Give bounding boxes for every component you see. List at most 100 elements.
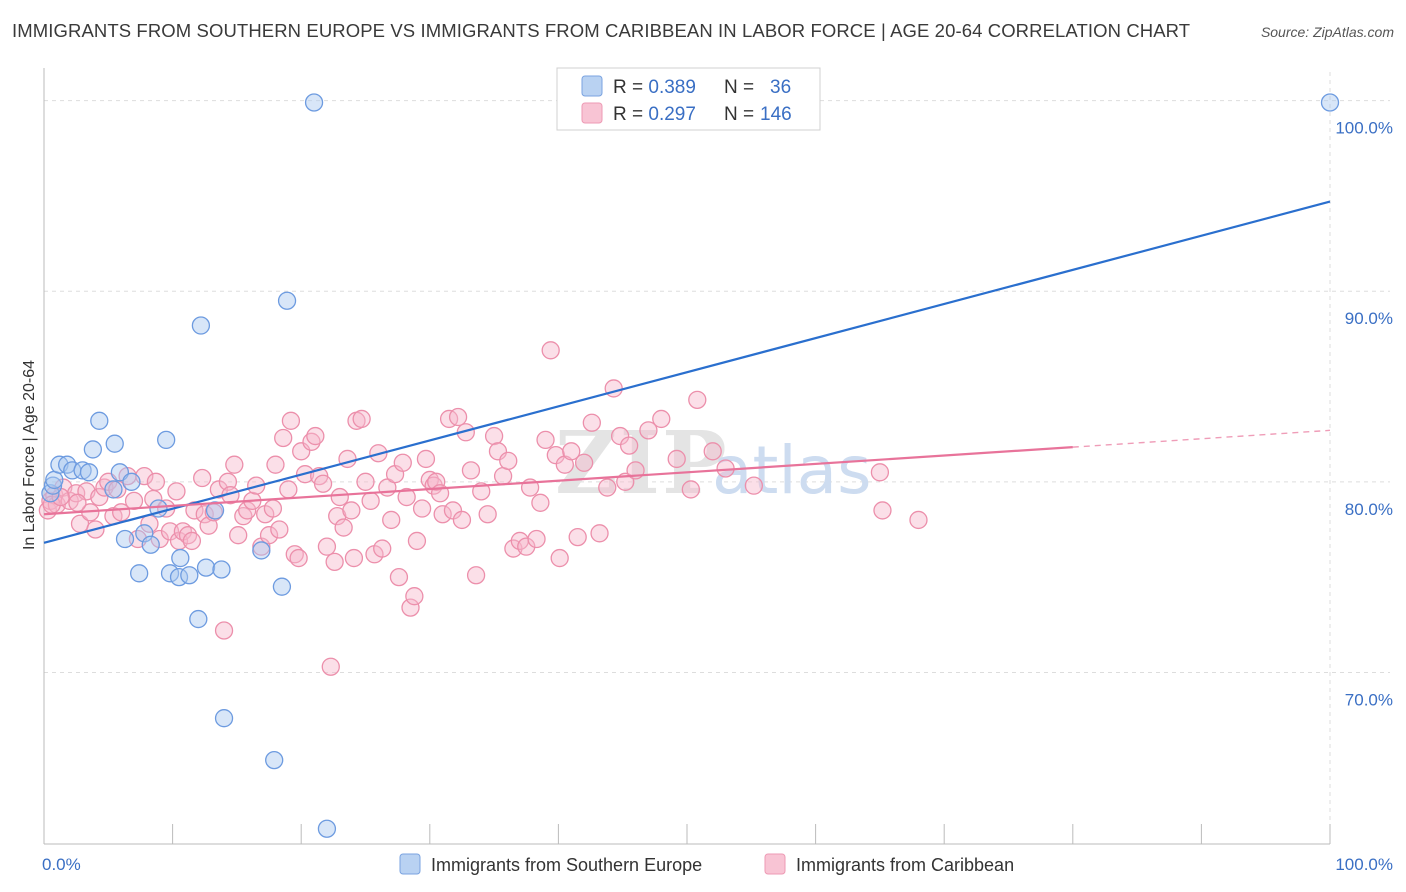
caribbean-point — [568, 527, 587, 547]
caribbean-point — [681, 480, 701, 499]
x-tick-label: 0.0% — [42, 855, 81, 874]
x-tick-label: 100.0% — [1335, 855, 1393, 874]
caribbean-point — [382, 510, 401, 530]
caribbean-point — [433, 505, 452, 524]
legend-r-value-2: 0.297 — [648, 104, 696, 125]
southern-europe-point — [1320, 93, 1340, 112]
caribbean-point — [472, 482, 491, 501]
southern-europe-point — [272, 577, 292, 596]
southern-europe-point — [277, 291, 297, 310]
caribbean-point — [274, 428, 293, 448]
caribbean-point — [281, 411, 301, 430]
caribbean-point — [306, 426, 325, 446]
southern-europe-point — [317, 819, 337, 838]
legend-n-value-2: 146 — [760, 104, 792, 125]
caribbean-point — [124, 491, 144, 511]
caribbean-point — [870, 463, 890, 482]
southern-europe-point — [157, 430, 176, 450]
caribbean-point — [182, 531, 202, 551]
caribbean-point — [639, 421, 658, 440]
svg-text:R = 0.297: R = 0.297 — [613, 104, 696, 125]
caribbean-point — [590, 524, 609, 543]
southern-europe-point — [214, 709, 234, 728]
caribbean-point — [146, 472, 166, 491]
caribbean-trend-line-extension — [1072, 429, 1331, 448]
caribbean-point — [352, 409, 371, 429]
caribbean-point — [393, 453, 412, 472]
legend-n-value-1: 36 — [770, 77, 791, 98]
southern-europe-point — [212, 560, 231, 579]
southern-europe-point — [83, 440, 103, 459]
caribbean-point — [407, 531, 427, 551]
southern-europe-point — [130, 564, 149, 583]
southern-europe-point — [171, 548, 190, 568]
caribbean-point — [703, 442, 722, 461]
caribbean-point — [541, 341, 560, 360]
y-tick-label: 90.0% — [1345, 309, 1393, 328]
southern-europe-point — [141, 535, 160, 554]
caribbean-point — [167, 482, 186, 501]
caribbean-point — [461, 461, 481, 480]
caribbean-point — [218, 472, 238, 491]
y-tick-label: 80.0% — [1345, 500, 1393, 519]
caribbean-point — [325, 552, 344, 572]
caribbean-point — [744, 476, 764, 495]
legend-r-value-1: 0.389 — [648, 77, 696, 98]
caribbean-point — [195, 505, 214, 524]
bottom-legend-swatch-blue — [399, 853, 421, 875]
caribbean-point — [598, 478, 617, 497]
caribbean-point — [397, 487, 416, 507]
series-legend: Immigrants from Southern Europe Immigran… — [399, 853, 1014, 875]
caribbean-point — [550, 548, 569, 568]
legend-n-label-1: N = — [724, 77, 754, 98]
southern-europe-point — [160, 564, 180, 583]
southern-europe-point — [135, 524, 154, 543]
stats-legend: R = 0.389 N = 36 R = 0.297 N = 146 — [556, 67, 821, 131]
legend-n-label-2: N = — [724, 104, 754, 125]
bottom-legend-swatch-pink — [764, 853, 786, 875]
trend-lines — [43, 200, 1331, 544]
caribbean-point — [536, 430, 555, 450]
axes — [43, 68, 1331, 845]
caribbean-point — [266, 455, 285, 474]
caribbean-point — [289, 548, 308, 568]
caribbean-point — [873, 501, 892, 520]
southern-europe-point — [105, 434, 124, 453]
southern-europe-point — [180, 566, 199, 585]
southern-europe-point — [304, 93, 324, 112]
caribbean-point — [909, 510, 928, 530]
bottom-legend-label-1: Immigrants from Southern Europe — [431, 855, 702, 875]
southern-europe-point — [205, 501, 225, 520]
legend-swatch-pink — [581, 102, 603, 124]
southern-europe-point — [196, 558, 216, 577]
caribbean-point — [68, 493, 87, 512]
legend-swatch-blue — [581, 75, 603, 97]
chart-source: Source: ZipAtlas.com — [1260, 24, 1394, 40]
caribbean-point — [334, 518, 353, 537]
caribbean-point — [427, 472, 446, 491]
svg-text:N =: N = — [724, 77, 754, 98]
legend-r-label-2: R = — [613, 104, 648, 125]
caribbean-point — [452, 510, 472, 530]
y-tick-label: 70.0% — [1345, 690, 1393, 709]
chart-title: IMMIGRANTS FROM SOUTHERN EUROPE VS IMMIG… — [12, 20, 1191, 41]
x-tick-labels: 0.0% 100.0% — [42, 855, 1393, 874]
southern-europe-point — [191, 316, 211, 335]
caribbean-point — [517, 537, 536, 556]
southern-europe-points — [41, 93, 1340, 838]
caribbean-point — [330, 487, 349, 507]
southern-europe-point — [265, 750, 284, 770]
caribbean-point — [439, 409, 459, 429]
svg-text:R = 0.389: R = 0.389 — [613, 77, 696, 98]
caribbean-trend-line — [43, 446, 1073, 516]
caribbean-point — [405, 587, 424, 606]
southern-europe-point — [73, 461, 92, 480]
southern-europe-point — [45, 470, 64, 490]
caribbean-point — [493, 466, 513, 486]
caribbean-point — [389, 567, 409, 587]
caribbean-point — [225, 455, 244, 474]
southern-europe-point — [79, 463, 99, 482]
southern-europe-point — [43, 476, 63, 495]
caribbean-point — [527, 529, 546, 549]
